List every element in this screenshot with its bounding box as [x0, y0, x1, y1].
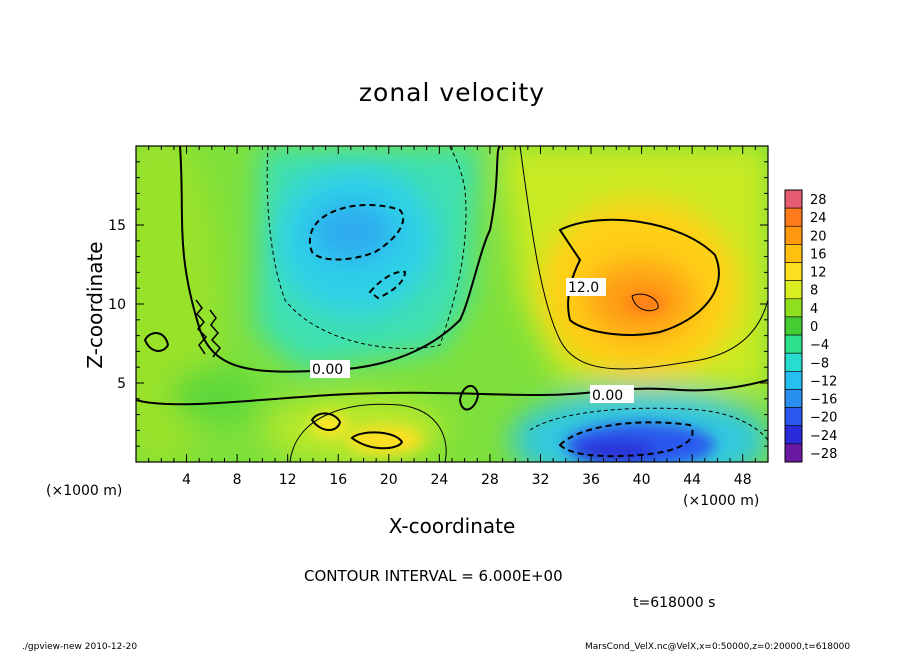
x-tick-label: 12 — [279, 472, 297, 488]
x-axis-ticks: 4 8 12 16 20 24 28 32 36 40 44 48 — [148, 146, 756, 488]
time-label: t=618000 s — [633, 595, 716, 611]
colorbar-swatch — [784, 425, 803, 445]
colorbar-label: 16 — [810, 247, 827, 262]
colorbar-swatch — [784, 371, 803, 390]
x-tick-label: 20 — [380, 472, 398, 488]
bottom-positive-outer — [265, 395, 445, 462]
x-tick-label: 16 — [329, 472, 347, 488]
contour-label-zero-lower: 0.00 — [592, 388, 623, 404]
colorbar-swatch — [784, 262, 803, 281]
colorbar-label: −24 — [810, 429, 837, 444]
field-layer: 0.00 0.00 12.0 — [136, 146, 768, 462]
colorbar-label: 12 — [810, 266, 827, 281]
contour-twelve — [558, 218, 720, 336]
chart-title: zonal velocity — [358, 78, 546, 107]
contour-small-center — [458, 385, 480, 411]
contour-eighteen — [631, 293, 659, 312]
colorbar-label: 4 — [810, 302, 818, 317]
left-mid-green — [170, 367, 260, 423]
colorbar-swatch — [784, 225, 803, 245]
contour-minus-twelve-bottom — [558, 421, 694, 458]
x-tick-label: 44 — [683, 472, 701, 488]
x-tick-label: 48 — [734, 472, 752, 488]
colorbar-label: 0 — [810, 320, 818, 335]
colorbar-swatch — [784, 189, 803, 209]
colorbar-swatch — [784, 334, 803, 354]
bottom-positive-core — [347, 426, 423, 454]
contour-interval-label: CONTOUR INTERVAL = 6.000E+00 — [304, 567, 563, 585]
colorbar-label: 8 — [810, 284, 818, 299]
y-axis-ticks: 5 10 15 — [108, 161, 768, 447]
contour-label-twelve: 12.0 — [568, 280, 599, 296]
colorbar-label: 28 — [810, 193, 827, 208]
x-tick-label: 24 — [430, 472, 448, 488]
colorbar-label: −12 — [810, 374, 837, 389]
contour-minus-twelve-upper — [308, 204, 405, 261]
colorbar-label: −8 — [810, 356, 829, 371]
colorbar-label: −20 — [810, 411, 837, 426]
contour-six-right — [519, 146, 768, 370]
contour-six-bottom — [289, 403, 447, 462]
colorbar-swatch — [784, 280, 803, 300]
colorbar-swatch — [784, 316, 803, 336]
contour-minus-twelve-lobe — [368, 270, 407, 300]
contour-zero-upper — [179, 146, 501, 373]
contour-small-left — [143, 332, 170, 352]
colorbar-swatch — [784, 352, 803, 372]
colorbar-frame — [784, 189, 803, 463]
x-tick-label: 32 — [532, 472, 550, 488]
colorbar-label: 24 — [810, 211, 827, 226]
colorbar: 28 24 20 16 12 8 4 0 −4 −8 −12 −16 −20 −24 −28 — [784, 189, 837, 463]
label-bg-zero-upper — [310, 360, 350, 378]
footer-right: MarsCond_VelX.nc@VelX,x=0:50000,z=0:2000… — [585, 642, 851, 652]
x-tick-label: 28 — [481, 472, 499, 488]
label-bg-twelve — [566, 278, 606, 296]
bottom-negative-peak — [575, 440, 655, 462]
x-axis-label: X-coordinate — [388, 514, 516, 538]
x-tick-label: 36 — [582, 472, 600, 488]
y-tick-label: 10 — [108, 297, 126, 313]
contour-wiggle-left — [195, 299, 208, 355]
y-tick-label: 5 — [117, 376, 126, 392]
colorbar-swatch — [784, 389, 803, 408]
colorbar-swatch — [784, 407, 803, 427]
upper-right-peak — [625, 293, 665, 313]
contour-zero-middle — [136, 379, 768, 406]
x-tick-label: 8 — [233, 472, 242, 488]
colorbar-label: −16 — [810, 393, 837, 408]
footer-left: ./gpview-new 2010-12-20 — [22, 642, 138, 652]
x-tick-label: 4 — [182, 472, 191, 488]
contour-label-backgrounds — [310, 278, 634, 403]
label-bg-zero-lower — [590, 385, 634, 403]
x-tick-label: 40 — [633, 472, 651, 488]
colorbar-swatch — [784, 207, 803, 227]
y-tick-label: 15 — [108, 218, 126, 234]
contour-lines — [136, 146, 768, 462]
colorbar-swatch — [784, 244, 803, 263]
contour-twelve-bottom-small — [310, 412, 342, 431]
contour-twelve-bottom-large — [350, 431, 404, 450]
colorbar-label: −28 — [810, 447, 837, 462]
colorbar-swatch — [784, 443, 803, 463]
colorbar-swatch — [784, 298, 803, 318]
contour-wiggle-right — [209, 309, 221, 358]
x-unit-label-left: (×1000 m) — [46, 483, 123, 499]
colorbar-label: 20 — [810, 229, 827, 244]
field-blobs — [136, 146, 768, 462]
contour-label-zero-upper: 0.00 — [312, 362, 343, 378]
upper-left-negative-core — [310, 202, 394, 262]
x-unit-label-right: (×1000 m) — [683, 493, 760, 509]
contour-minus-six — [266, 146, 467, 350]
colorbar-label: −4 — [810, 338, 829, 353]
